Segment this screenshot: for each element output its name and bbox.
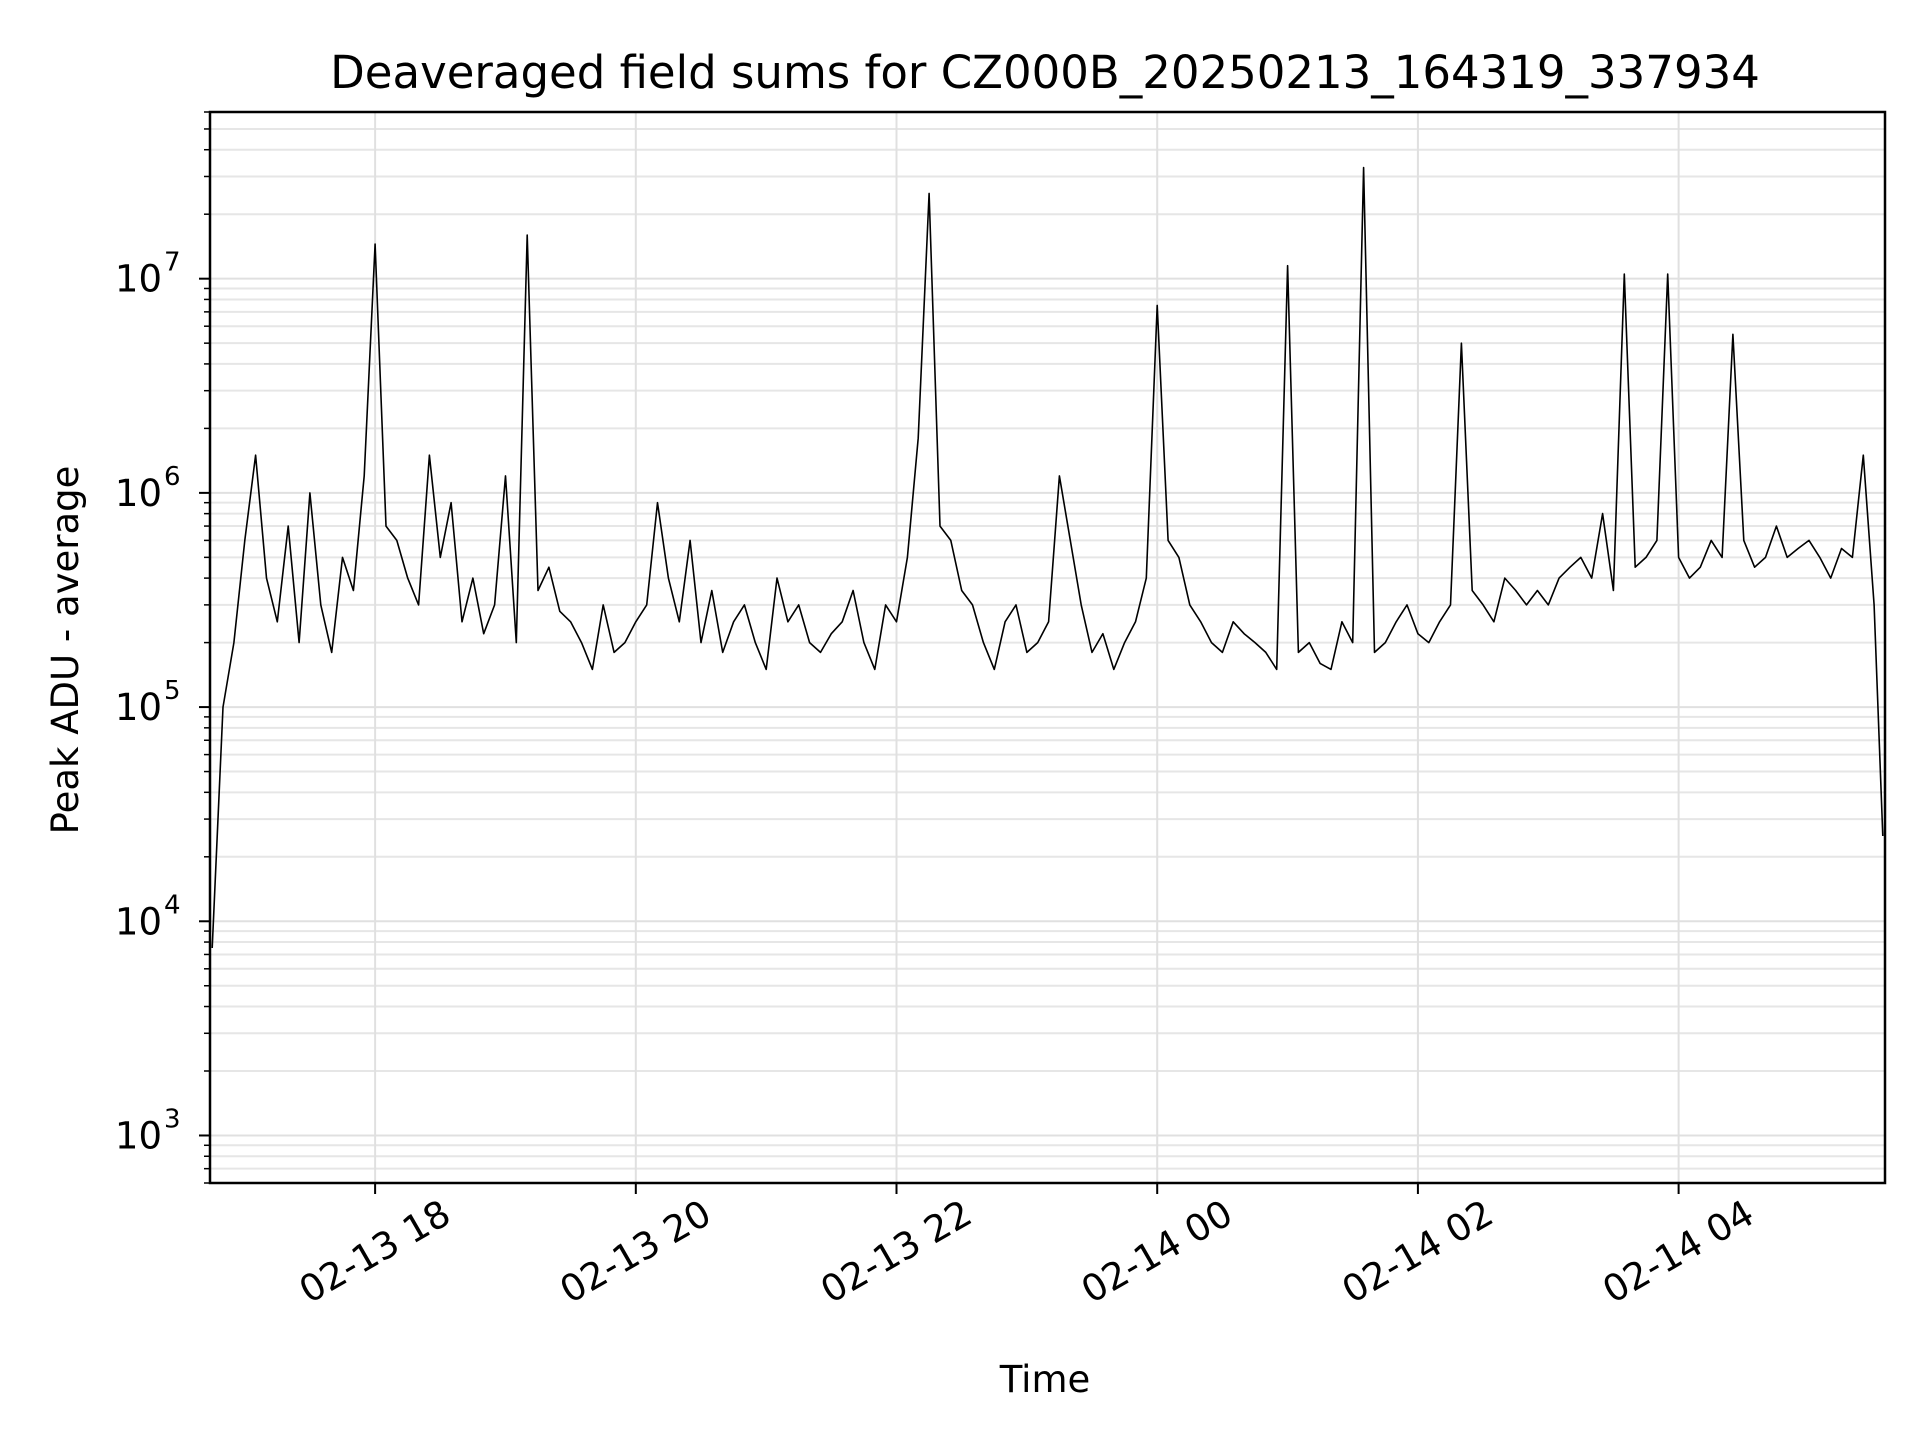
series-line [211,166,1884,949]
x-tick-label: 02-13 18 [292,1192,458,1312]
plot-frame [208,110,1887,1185]
series-layer [211,166,1884,949]
y-tick-label: 10 [115,686,162,729]
y-tick-label: 10 [115,472,162,515]
y-tick-label-exponent: 5 [164,676,181,706]
y-axis-label: Peak ADU - average [44,466,87,835]
x-tick-label: 02-13 22 [813,1192,979,1312]
x-tick-label: 02-13 20 [553,1192,719,1312]
y-tick-label: 10 [115,258,162,301]
x-tick-label: 02-14 04 [1596,1192,1762,1312]
y-tick-label-exponent: 4 [164,890,181,920]
chart-title: Deaveraged field sums for CZ000B_2025021… [330,46,1760,99]
x-tick-label: 02-14 02 [1335,1192,1501,1312]
y-tick-label-exponent: 3 [164,1104,181,1134]
grid-layer [210,111,1885,1184]
x-tick-label: 02-14 00 [1074,1192,1240,1312]
y-tick-label: 10 [115,900,162,943]
x-axis-label: Time [999,1358,1091,1401]
y-tick-label: 10 [115,1114,162,1157]
y-tick-label-exponent: 7 [164,248,181,278]
y-tick-label-exponent: 6 [164,462,181,492]
